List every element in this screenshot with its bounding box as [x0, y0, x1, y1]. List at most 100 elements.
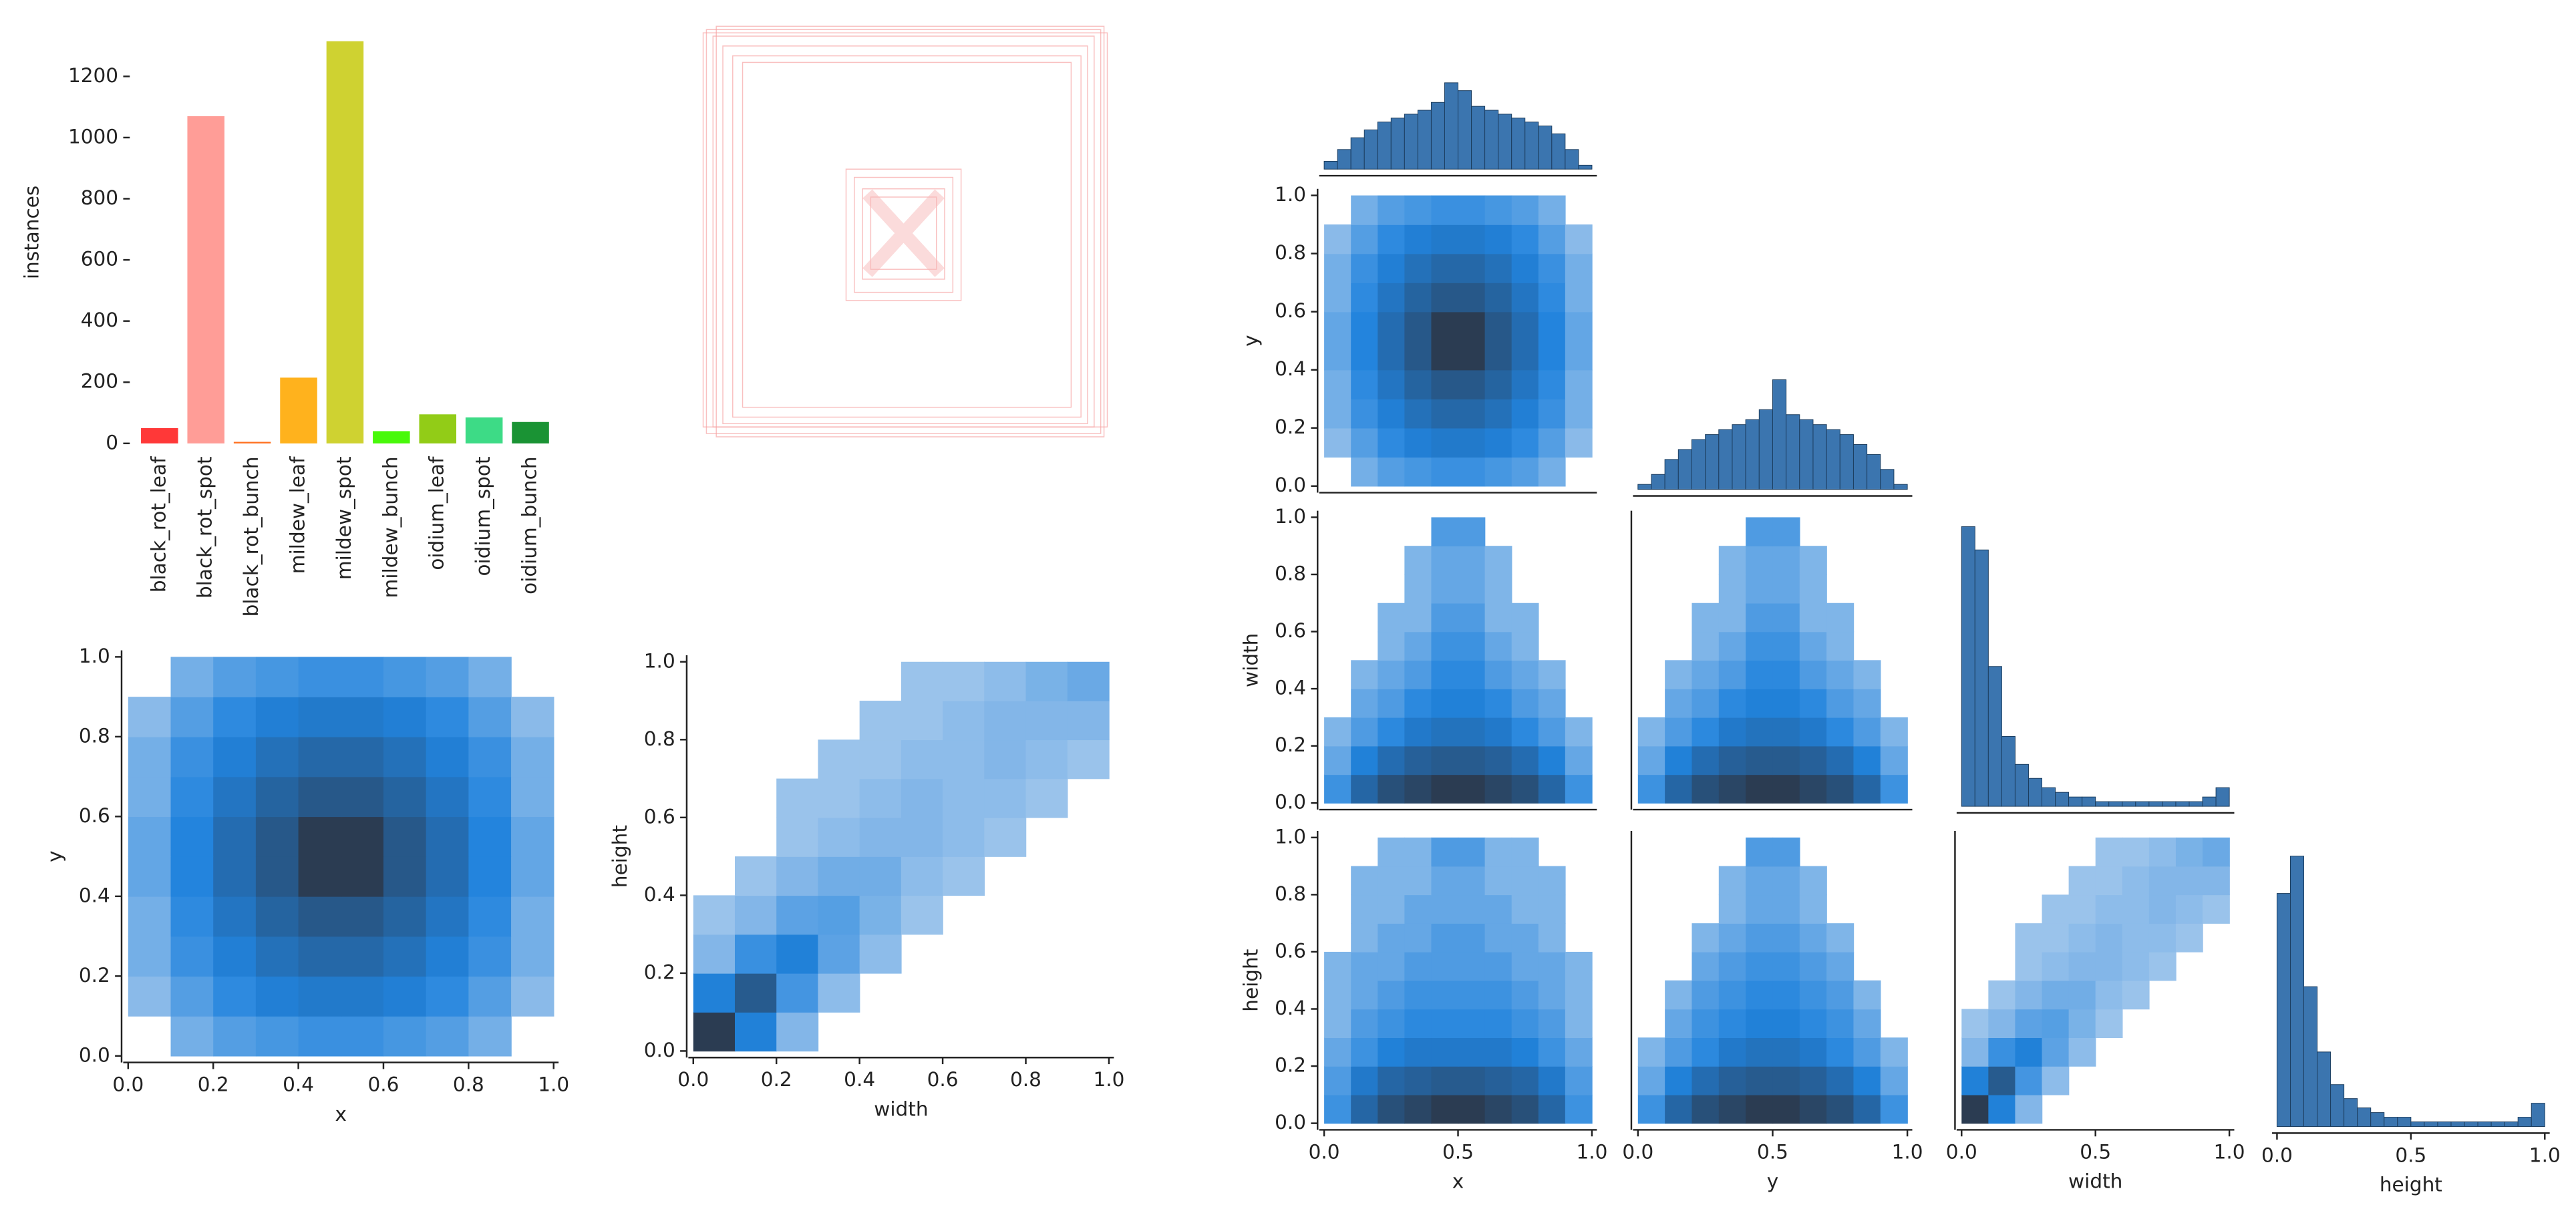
heat-cell [1484, 311, 1512, 341]
heat-cell [170, 976, 214, 1017]
hist-bar [1651, 474, 1665, 490]
heat-cell [170, 856, 214, 897]
heat-cell [1880, 745, 1908, 775]
heat-cell [468, 976, 512, 1017]
heat-cell [1826, 1094, 1855, 1124]
heat-cell [255, 657, 299, 697]
heat-cell [1404, 631, 1432, 661]
heat-cell [2175, 894, 2203, 924]
heat-cell [1458, 457, 1486, 487]
heat-cell [1458, 224, 1486, 254]
hist-bar [2344, 1098, 2358, 1128]
heat-cell [2122, 951, 2150, 981]
heat-cell [1772, 951, 1800, 981]
heat-cell [1324, 1037, 1351, 1067]
y-tick-label: 0.8 [79, 724, 110, 747]
hist-bar [1839, 434, 1854, 490]
heat-cell [1484, 369, 1512, 399]
x-tick-label: 1.0 [1892, 1140, 1923, 1163]
heat-cell [1637, 745, 1665, 775]
y-tick-label: 600 [81, 248, 118, 271]
heat-cell [1538, 774, 1566, 804]
x-tick-label: 0.0 [2261, 1144, 2293, 1166]
heat-cell [1458, 1066, 1486, 1095]
hist-bar [2384, 1117, 2398, 1128]
heat-cell [1853, 774, 1881, 804]
heat-cell [1458, 574, 1486, 604]
heat-cell [1484, 689, 1512, 718]
heat-cell [1484, 1066, 1512, 1095]
heat-cell [943, 661, 985, 701]
heat-cell [1404, 574, 1432, 604]
hist-bar [1417, 110, 1432, 170]
heat-cell [170, 657, 214, 697]
x-tick-label: 0.0 [1622, 1140, 1653, 1163]
heat-cell [1665, 660, 1693, 689]
hist-bar [1867, 454, 1881, 490]
heat-cell [1378, 631, 1406, 661]
heat-cell [1431, 341, 1459, 371]
heat-cell [1637, 1037, 1665, 1067]
heat-cell [2203, 866, 2230, 896]
heat-cell [1458, 399, 1486, 429]
heat-cell [1351, 1094, 1379, 1124]
heat-cell [1565, 1066, 1593, 1095]
heat-cell [1511, 745, 1539, 775]
heat-cell [1458, 517, 1486, 546]
heat-cell [1538, 923, 1566, 953]
heat-cell [1565, 399, 1593, 429]
heat-cell [1484, 574, 1512, 604]
heat-cell [298, 896, 342, 937]
heat-cell [1484, 399, 1512, 429]
heat-cell [1431, 427, 1459, 458]
y-tick-label: 0.0 [79, 1043, 110, 1066]
heat-cell [776, 817, 819, 857]
hist-bar [1390, 118, 1405, 170]
heat-cell [1665, 980, 1693, 1010]
hist-bar [2215, 787, 2230, 807]
heat-cell [1772, 837, 1800, 867]
heat-cell [1431, 253, 1459, 283]
heat-cell [1378, 311, 1406, 341]
x-tick-label: mildew_bunch [379, 456, 401, 598]
hist-bar [1377, 122, 1392, 170]
hist-bar [1578, 164, 1593, 170]
heat-cell [984, 661, 1027, 701]
y-tick-label: 0.8 [1275, 562, 1306, 584]
heat-cell [128, 856, 172, 897]
heat-cell [2015, 1094, 2043, 1124]
heat-cell [213, 657, 257, 697]
heat-cell [1718, 951, 1746, 981]
heat-cell [1378, 1037, 1406, 1067]
heat-cell [901, 895, 943, 935]
heat-cell [1538, 717, 1566, 747]
heat-cell [468, 697, 512, 737]
heat-cell [1511, 283, 1539, 313]
heat-cell [984, 739, 1027, 780]
heat-cell [1484, 546, 1512, 575]
hist-bar [2357, 1107, 2372, 1128]
heat-cell [1378, 689, 1406, 718]
heat-cell [1538, 369, 1566, 399]
heat-cell [1718, 894, 1746, 924]
heat-cell [1351, 369, 1379, 399]
heat-cell [1324, 399, 1351, 429]
hist-bar [1565, 149, 1579, 170]
heat-cell [1378, 837, 1406, 867]
y-axis-label: height [1239, 949, 1262, 1012]
heat-cell [1853, 745, 1881, 775]
heat-cell [1538, 866, 1566, 896]
hist-bar [1471, 106, 1486, 170]
hist-bar [2289, 856, 2305, 1128]
heat-cell [1431, 660, 1459, 689]
heat-cell [170, 816, 214, 857]
heat-cell [984, 701, 1027, 741]
heat-cell [1961, 1009, 1989, 1039]
y-tick-label: 200 [81, 370, 118, 393]
y-tick-label: 800 [81, 186, 118, 209]
heat-cell [1853, 1009, 1881, 1039]
heat-cell [1431, 283, 1459, 313]
heat-cell [1324, 224, 1351, 254]
heat-cell [1484, 980, 1512, 1010]
heat-cell [1324, 1066, 1351, 1095]
